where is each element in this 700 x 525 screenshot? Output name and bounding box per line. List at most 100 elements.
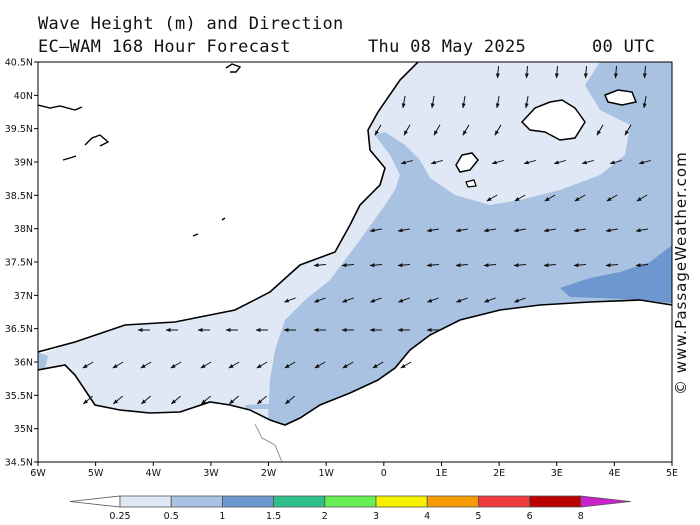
lon-tick-label: 1W (318, 468, 334, 479)
wave-band-spot (245, 403, 280, 409)
direction-arrow (372, 361, 384, 369)
colorbar-segment (324, 495, 377, 508)
direction-arrow (455, 263, 469, 268)
colorbar-label: 1 (219, 511, 225, 522)
direction-arrow (228, 361, 240, 369)
wave-band-small (38, 352, 48, 370)
direction-arrow (83, 395, 93, 405)
lat-tick-label: 39N (14, 158, 33, 169)
colorbar-segment (426, 495, 479, 508)
direction-arrow (574, 194, 586, 202)
direction-arrow (513, 297, 526, 303)
direction-arrow (397, 263, 411, 268)
direction-arrow (494, 124, 502, 136)
colorbar-label: 3 (373, 511, 379, 522)
lat-tick-label: 35.5N (5, 391, 33, 402)
direction-arrow (341, 297, 354, 303)
wave-direction-arrows (82, 65, 651, 405)
direction-arrow (313, 263, 327, 268)
direction-arrow (483, 263, 497, 268)
direction-arrow (583, 65, 588, 79)
ibiza-island (455, 152, 479, 173)
africa-coastline (38, 299, 672, 426)
colorbar-label: 2 (322, 511, 328, 522)
direction-arrow (400, 159, 413, 165)
direction-arrow (523, 159, 536, 165)
direction-arrow (314, 361, 326, 369)
direction-arrow (513, 228, 526, 233)
lake-4 (225, 63, 242, 73)
direction-arrow (112, 361, 124, 369)
direction-arrow (140, 361, 152, 369)
colorbar-segment (221, 495, 274, 508)
lat-tick-label: 39.5N (5, 124, 33, 135)
menorca-island (604, 89, 638, 106)
direction-arrow (283, 297, 296, 303)
direction-arrow (635, 228, 648, 233)
lat-tick-label: 36N (14, 358, 33, 369)
border-line (254, 423, 283, 462)
lon-tick-label: 3E (551, 468, 563, 479)
direction-arrow (341, 263, 355, 268)
direction-arrow (491, 159, 504, 165)
direction-arrow (483, 297, 496, 303)
spain-coastline (38, 62, 419, 353)
colorbar-label: 8 (578, 511, 584, 522)
direction-arrow (635, 263, 649, 268)
direction-arrow (82, 361, 94, 369)
colorbar-low-cap (69, 495, 121, 508)
direction-arrow (141, 395, 151, 405)
direction-arrow (554, 65, 559, 79)
direction-arrow (624, 124, 632, 136)
lake-5 (192, 233, 199, 237)
lake-6 (221, 217, 226, 221)
lon-tick-label: 4E (608, 468, 620, 479)
direction-arrow (455, 297, 468, 303)
lat-tick-label: 38.5N (5, 191, 33, 202)
lat-tick-label: 37.5N (5, 258, 33, 269)
colorbar-segment (119, 495, 172, 508)
colorbar-segment (477, 495, 530, 508)
wave-band-mid (268, 62, 672, 425)
direction-arrow (596, 124, 604, 136)
direction-arrow (606, 194, 618, 202)
direction-arrow (636, 194, 648, 202)
direction-arrow (369, 228, 382, 233)
direction-arrow (581, 159, 594, 165)
formentera-island (465, 179, 477, 188)
direction-arrow (462, 124, 470, 136)
direction-arrow (397, 297, 410, 303)
lon-tick-label: 3W (203, 468, 219, 479)
colorbar-label: 4 (424, 511, 430, 522)
direction-arrow (426, 297, 439, 303)
direction-arrow (403, 124, 411, 136)
colorbar-segment (375, 495, 428, 508)
lon-tick-label: 6W (30, 468, 46, 479)
forecast-time: 00 UTC (592, 37, 656, 57)
forecast-date: Thu 08 May 2025 (368, 37, 527, 57)
direction-arrow (430, 96, 435, 109)
lat-tick-label: 37N (14, 291, 33, 302)
direction-arrow (486, 194, 498, 202)
direction-arrow (369, 297, 382, 303)
colorbar-label: 6 (527, 511, 533, 522)
map-axes: 6W 5W 4W 3W 2W 1W 0 1E 2E 3E 4E 5E 40.5N 40N 39.5N 39N 3… (5, 58, 678, 480)
lat-tick-label: 40N (14, 91, 33, 102)
direction-arrow (257, 395, 267, 405)
direction-arrow (397, 228, 410, 233)
direction-arrow (401, 96, 406, 109)
lon-tick-label: 2W (261, 468, 277, 479)
colorbar-label: 0.5 (164, 511, 179, 522)
direction-arrow (400, 361, 412, 369)
lon-tick-label: 5E (666, 468, 678, 479)
direction-arrow (170, 361, 182, 369)
direction-arrow (513, 263, 527, 268)
direction-arrow (543, 228, 556, 233)
colorbar-segment (273, 495, 326, 508)
wave-band-high (560, 245, 672, 303)
direction-arrow (369, 263, 383, 268)
direction-arrow (514, 194, 526, 202)
direction-arrow (229, 395, 239, 405)
direction-arrow (313, 297, 326, 303)
